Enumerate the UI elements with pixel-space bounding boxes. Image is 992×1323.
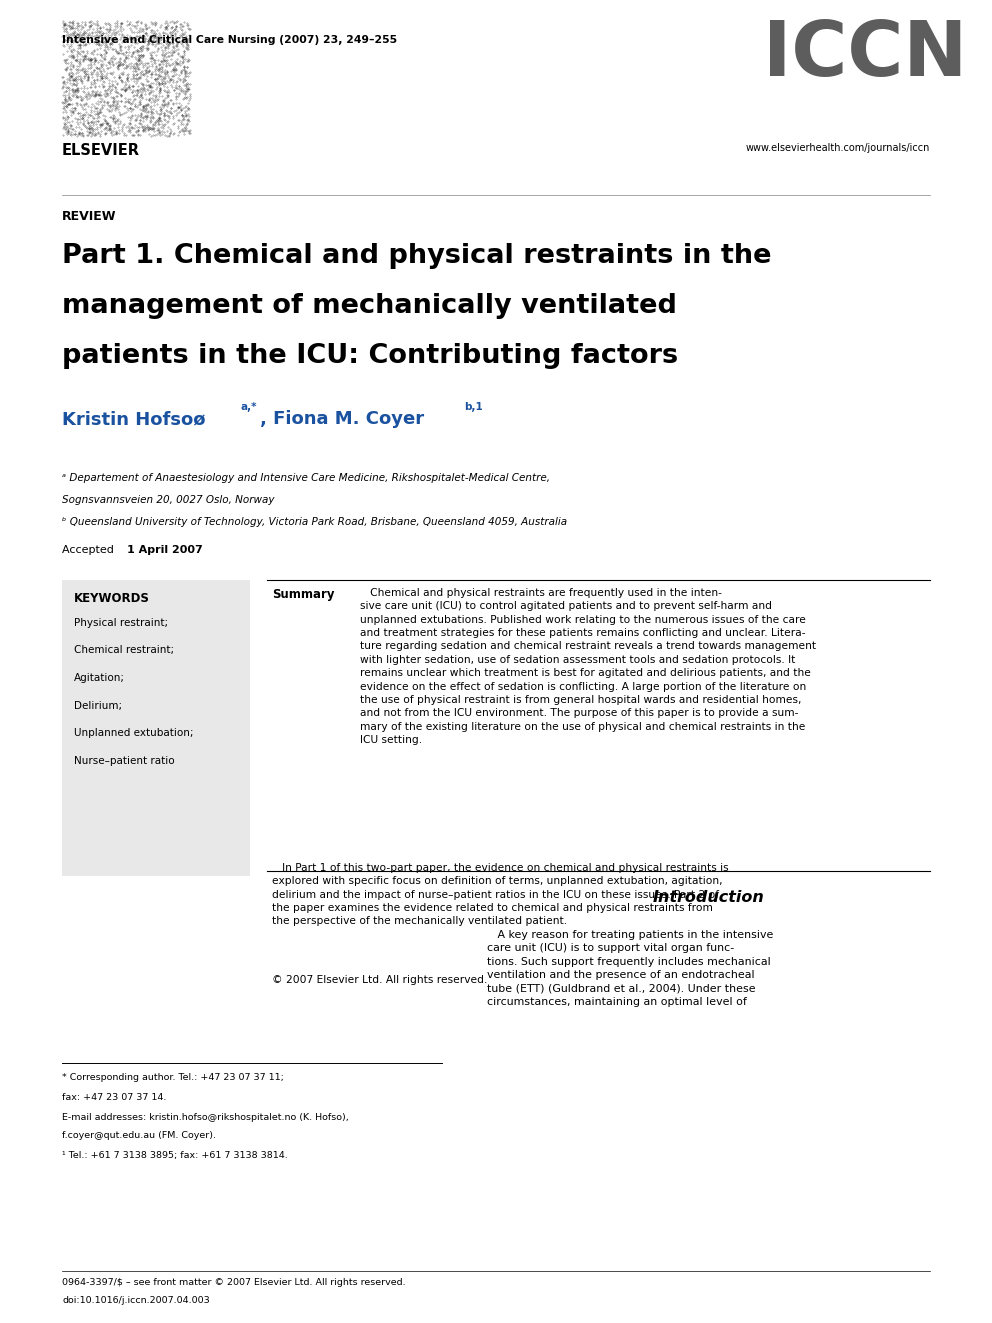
Text: www.elsevierhealth.com/journals/iccn: www.elsevierhealth.com/journals/iccn (746, 143, 930, 153)
Text: ICCN: ICCN (763, 19, 967, 93)
Text: E-mail addresses: kristin.hofso@rikshospitalet.no (K. Hofso),: E-mail addresses: kristin.hofso@rikshosp… (62, 1113, 349, 1122)
Text: Chemical and physical restraints are frequently used in the inten-
sive care uni: Chemical and physical restraints are fre… (360, 587, 816, 745)
Text: Sognsvannsveien 20, 0027 Oslo, Norway: Sognsvannsveien 20, 0027 Oslo, Norway (62, 495, 275, 505)
Text: fax: +47 23 07 37 14.: fax: +47 23 07 37 14. (62, 1093, 167, 1102)
Text: patients in the ICU: Contributing factors: patients in the ICU: Contributing factor… (62, 343, 679, 369)
Text: KEYWORDS: KEYWORDS (74, 591, 150, 605)
Text: ᵇ Queensland University of Technology, Victoria Park Road, Brisbane, Queensland : ᵇ Queensland University of Technology, V… (62, 517, 567, 527)
Text: © 2007 Elsevier Ltd. All rights reserved.: © 2007 Elsevier Ltd. All rights reserved… (272, 975, 487, 986)
Text: ELSEVIER: ELSEVIER (62, 143, 140, 157)
Text: Introduction: Introduction (653, 890, 765, 905)
Text: REVIEW: REVIEW (62, 210, 116, 224)
Text: , Fiona M. Coyer: , Fiona M. Coyer (260, 410, 425, 429)
Text: Delirium;: Delirium; (74, 700, 122, 710)
Text: Part 1. Chemical and physical restraints in the: Part 1. Chemical and physical restraints… (62, 243, 772, 269)
Text: ᵃ Departement of Anaestesiology and Intensive Care Medicine, Rikshospitalet-Medi: ᵃ Departement of Anaestesiology and Inte… (62, 474, 550, 483)
Text: a,*: a,* (240, 402, 257, 411)
Text: doi:10.1016/j.iccn.2007.04.003: doi:10.1016/j.iccn.2007.04.003 (62, 1297, 209, 1304)
Bar (62, 579, 250, 876)
Text: Accepted: Accepted (62, 545, 117, 556)
Text: f.coyer@qut.edu.au (FM. Coyer).: f.coyer@qut.edu.au (FM. Coyer). (62, 1131, 216, 1140)
Text: management of mechanically ventilated: management of mechanically ventilated (62, 292, 677, 319)
Text: Chemical restraint;: Chemical restraint; (74, 646, 175, 655)
Text: In Part 1 of this two-part paper, the evidence on chemical and physical restrain: In Part 1 of this two-part paper, the ev… (272, 863, 729, 926)
Text: 0964-3397/$ – see front matter © 2007 Elsevier Ltd. All rights reserved.: 0964-3397/$ – see front matter © 2007 El… (62, 1278, 406, 1287)
Text: A key reason for treating patients in the intensive
care unit (ICU) is to suppor: A key reason for treating patients in th… (487, 930, 774, 1007)
Text: * Corresponding author. Tel.: +47 23 07 37 11;: * Corresponding author. Tel.: +47 23 07 … (62, 1073, 284, 1082)
Text: Nurse–patient ratio: Nurse–patient ratio (74, 755, 175, 766)
Text: Agitation;: Agitation; (74, 673, 125, 683)
Text: Kristin Hofsoø: Kristin Hofsoø (62, 410, 205, 429)
Text: b,1: b,1 (464, 402, 483, 411)
Text: ¹ Tel.: +61 7 3138 3895; fax: +61 7 3138 3814.: ¹ Tel.: +61 7 3138 3895; fax: +61 7 3138… (62, 1151, 288, 1160)
Text: Physical restraint;: Physical restraint; (74, 618, 168, 628)
Text: Intensive and Critical Care Nursing (2007) 23, 249–255: Intensive and Critical Care Nursing (200… (62, 34, 397, 45)
Text: Summary: Summary (272, 587, 334, 601)
Text: Unplanned extubation;: Unplanned extubation; (74, 728, 193, 738)
Text: 1 April 2007: 1 April 2007 (127, 545, 202, 556)
